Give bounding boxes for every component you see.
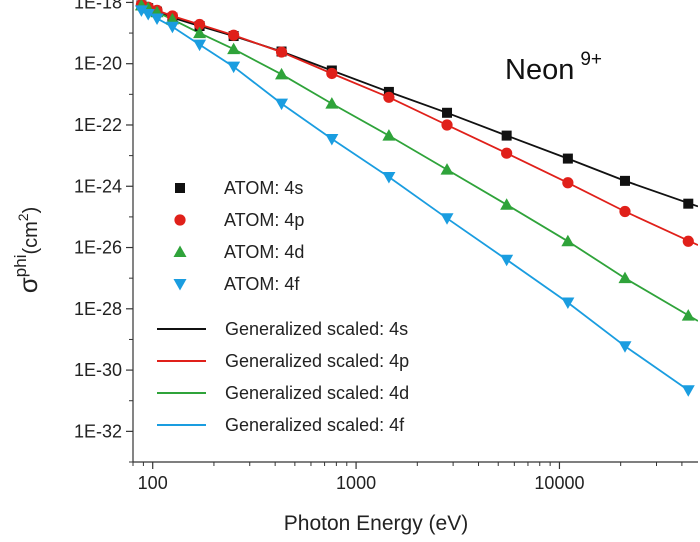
legend-label: Generalized scaled: 4p [225, 351, 409, 371]
y-axis-superscript: phi [11, 255, 30, 278]
data-point-atom-4f [165, 21, 179, 34]
data-point-atom-4f [681, 385, 695, 397]
x-tick-label: 10000 [534, 473, 584, 493]
data-point-atom-4d [227, 42, 241, 55]
plot-axes: 1E-18 1E-20 1E-22 1E-24 1E-26 1E-28 1E-30 1E-32… [74, 0, 698, 493]
y-tick-label: 1E-22 [74, 115, 122, 135]
legend-label: Generalized scaled: 4s [225, 319, 408, 339]
data-point-atom-4f [500, 254, 514, 267]
data-point-atom-4p [326, 67, 338, 80]
data-point-atom-4d [681, 309, 695, 321]
data-point-atom-4d [500, 198, 514, 210]
annotation-superscript: 9+ [580, 49, 602, 70]
data-point-atom-4p [562, 177, 574, 189]
annotation-text: Neon [505, 54, 574, 86]
data-point-atom-4p [275, 46, 288, 58]
data-point-atom-4p [441, 119, 453, 131]
y-tick-label: 1E-18 [74, 0, 122, 12]
data-point-atom-4p [228, 29, 240, 41]
legend-marker-atom-4d [173, 245, 187, 257]
x-tick-label: 1000 [336, 473, 376, 493]
data-point-atom-4f [561, 297, 575, 310]
y-tick-label: 1E-32 [74, 421, 122, 441]
data-point-atom-4f [325, 133, 339, 146]
legend-label: Generalized scaled: 4f [225, 415, 405, 435]
data-point-atom-4f [134, 5, 148, 17]
x-tick-label: 100 [138, 473, 168, 493]
data-point-atom-4f [227, 61, 241, 74]
data-point-atom-4s [501, 130, 512, 141]
legend-label: ATOM: 4s [224, 178, 303, 198]
data-point-atom-4p [383, 91, 395, 103]
data-point-atom-4f [440, 213, 454, 225]
data-point-atom-4s [683, 198, 694, 209]
y-axis-unit-open: (cm [20, 221, 42, 254]
y-tick-label: 1E-30 [74, 360, 122, 380]
series-line-generalized-scaled-4f [140, 9, 689, 391]
data-point-atom-4d [618, 271, 632, 284]
data-point-atom-4p [501, 147, 513, 159]
y-axis-title: σphi(cm2) [11, 207, 43, 294]
y-axis-unit-sup: 2 [15, 213, 31, 221]
legend-marker-atom-4f [173, 279, 187, 291]
y-tick-label: 1E-26 [74, 238, 122, 258]
data-point-atom-4f [382, 172, 396, 184]
legend-marker-atom-4s [175, 183, 185, 193]
data-point-atom-4d [275, 67, 289, 80]
data-point-atom-4f [193, 39, 207, 52]
data-point-atom-4s [442, 107, 453, 118]
y-axis-symbol: σ [13, 277, 43, 293]
series-markers [134, 0, 695, 397]
data-point-atom-4d [325, 97, 339, 109]
legend-marker-atom-4p [174, 214, 186, 226]
data-point-atom-4d [561, 234, 575, 247]
series-line-generalized-scaled-4s [141, 4, 698, 208]
data-point-atom-4f [275, 98, 289, 111]
data-point-atom-4p [619, 205, 631, 218]
y-tick-label: 1E-20 [74, 54, 122, 74]
y-tick-label: 1E-28 [74, 299, 122, 319]
data-point-atom-4d [382, 129, 396, 141]
data-point-atom-4f [141, 8, 155, 21]
data-point-atom-4p [193, 18, 206, 31]
data-point-atom-4p [682, 235, 694, 247]
data-point-atom-4f [150, 13, 164, 25]
data-point-atom-4s [619, 175, 630, 186]
legend-label: Generalized scaled: 4d [225, 383, 409, 403]
data-point-atom-4d [165, 12, 179, 25]
data-point-atom-4d [193, 26, 207, 39]
legend-label: ATOM: 4d [224, 242, 304, 262]
data-point-atom-4d [440, 163, 454, 175]
data-point-atom-4f [618, 341, 632, 353]
legend-label: ATOM: 4f [224, 274, 300, 294]
legend: ATOM: 4s ATOM: 4p ATOM: 4d ATOM: 4f Generali… [157, 178, 409, 435]
y-axis-unit-close: ) [20, 207, 42, 214]
x-axis-title: Photon Energy (eV) [284, 512, 468, 535]
chart-annotation: Neon 9+ [505, 49, 602, 86]
data-point-atom-4s [562, 153, 573, 164]
y-tick-label: 1E-24 [74, 176, 122, 196]
legend-label: ATOM: 4p [224, 210, 304, 230]
